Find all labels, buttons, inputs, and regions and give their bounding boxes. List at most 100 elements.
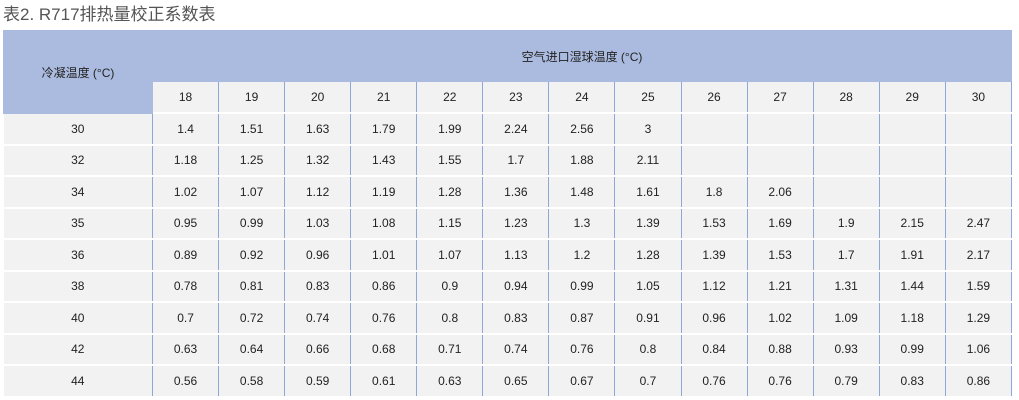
column-header: 18 bbox=[151, 80, 220, 114]
table-cell: 0.76 bbox=[680, 364, 748, 398]
table-cell: 0.66 bbox=[284, 332, 352, 366]
column-header: 21 bbox=[350, 80, 418, 114]
table-cell: 1.91 bbox=[878, 238, 946, 272]
column-header: 19 bbox=[218, 80, 286, 114]
table-cell: 1.28 bbox=[614, 238, 682, 272]
column-header: 22 bbox=[416, 80, 484, 114]
table-cell bbox=[878, 112, 946, 146]
table-cell: 1.19 bbox=[350, 175, 418, 209]
table-row: 35 0.95 0.99 1.03 1.08 1.15 1.23 1.3 1.39 1.53 1.6… bbox=[3, 206, 1013, 240]
table-cell bbox=[812, 143, 880, 177]
correction-factor-table: 冷凝温度 (°C) 空气进口湿球温度 (°C) 18 19 20 21 22 23 24 25… bbox=[3, 30, 1013, 398]
table-cell: 1.99 bbox=[416, 112, 484, 146]
table-cell: 1.31 bbox=[812, 269, 880, 303]
column-group-header: 空气进口湿球温度 (°C) bbox=[152, 30, 1012, 82]
table-cell: 1.18 bbox=[878, 301, 946, 335]
table-cell: 1.02 bbox=[151, 175, 220, 209]
table-cell: 0.78 bbox=[151, 269, 220, 303]
table-cell: 1.43 bbox=[350, 143, 418, 177]
table-cell: 1.05 bbox=[614, 269, 682, 303]
column-header: 30 bbox=[944, 80, 1013, 114]
table-cell: 0.71 bbox=[416, 332, 484, 366]
row-header: 冷凝温度 (°C) bbox=[3, 30, 153, 114]
table-cell: 2.24 bbox=[482, 112, 550, 146]
table-cell bbox=[746, 143, 814, 177]
table-cell: 0.95 bbox=[151, 206, 220, 240]
table-cell: 0.8 bbox=[614, 332, 682, 366]
table-cell: 2.56 bbox=[548, 112, 616, 146]
table-cell: 1.53 bbox=[680, 206, 748, 240]
row-label: 30 bbox=[3, 112, 153, 146]
table-cell: 1.09 bbox=[812, 301, 880, 335]
table-cell: 1.7 bbox=[482, 143, 550, 177]
table-row: 44 0.56 0.58 0.59 0.61 0.63 0.65 0.67 0.7 0.76 0.7… bbox=[3, 364, 1013, 398]
table-cell: 2.17 bbox=[944, 238, 1013, 272]
table-cell: 0.93 bbox=[812, 332, 880, 366]
table-cell: 0.79 bbox=[812, 364, 880, 398]
table-cell: 2.47 bbox=[944, 206, 1013, 240]
table-cell: 1.21 bbox=[746, 269, 814, 303]
table-cell: 0.61 bbox=[350, 364, 418, 398]
table-cell: 1.18 bbox=[151, 143, 220, 177]
table-cell: 0.87 bbox=[548, 301, 616, 335]
table-cell: 1.44 bbox=[878, 269, 946, 303]
table-cell: 0.74 bbox=[284, 301, 352, 335]
table-cell: 1.12 bbox=[680, 269, 748, 303]
table-cell bbox=[680, 112, 748, 146]
table-cell: 0.64 bbox=[218, 332, 286, 366]
table-cell: 0.56 bbox=[151, 364, 220, 398]
table-cell: 1.23 bbox=[482, 206, 550, 240]
table-cell: 0.63 bbox=[416, 364, 484, 398]
column-header: 23 bbox=[482, 80, 550, 114]
row-label: 35 bbox=[3, 206, 153, 240]
table-cell: 1.02 bbox=[746, 301, 814, 335]
table-cell: 1.07 bbox=[416, 238, 484, 272]
table-cell: 0.99 bbox=[218, 206, 286, 240]
table-cell: 2.06 bbox=[746, 175, 814, 209]
table-cell: 0.83 bbox=[878, 364, 946, 398]
column-header: 27 bbox=[746, 80, 814, 114]
table-cell: 1.51 bbox=[218, 112, 286, 146]
column-header: 25 bbox=[614, 80, 682, 114]
table-cell: 0.89 bbox=[151, 238, 220, 272]
table-cell: 0.92 bbox=[218, 238, 286, 272]
table-cell: 0.88 bbox=[746, 332, 814, 366]
table-cell: 0.94 bbox=[482, 269, 550, 303]
table-cell: 1.39 bbox=[614, 206, 682, 240]
table-cell: 0.76 bbox=[548, 332, 616, 366]
table-cell: 3 bbox=[614, 112, 682, 146]
table-cell bbox=[944, 112, 1013, 146]
table-cell: 1.4 bbox=[151, 112, 220, 146]
table-cell: 1.29 bbox=[944, 301, 1013, 335]
table-cell bbox=[746, 112, 814, 146]
table-cell: 0.76 bbox=[746, 364, 814, 398]
table-row: 38 0.78 0.81 0.83 0.86 0.9 0.94 0.99 1.05 1.12 1.2… bbox=[3, 269, 1013, 303]
table-row: 32 1.18 1.25 1.32 1.43 1.55 1.7 1.88 2.11 bbox=[3, 143, 1013, 177]
column-header: 29 bbox=[878, 80, 946, 114]
table-cell: 0.86 bbox=[944, 364, 1013, 398]
table-cell bbox=[878, 175, 946, 209]
table-cell: 0.96 bbox=[680, 301, 748, 335]
table-cell: 1.07 bbox=[218, 175, 286, 209]
table-cell: 0.58 bbox=[218, 364, 286, 398]
table-cell bbox=[812, 175, 880, 209]
row-label: 36 bbox=[3, 238, 153, 272]
table-cell: 0.67 bbox=[548, 364, 616, 398]
table-cell: 1.88 bbox=[548, 143, 616, 177]
table-cell: 0.65 bbox=[482, 364, 550, 398]
table-cell bbox=[878, 143, 946, 177]
row-label: 44 bbox=[3, 364, 153, 398]
table-cell: 2.15 bbox=[878, 206, 946, 240]
table-cell: 0.96 bbox=[284, 238, 352, 272]
table-cell: 1.25 bbox=[218, 143, 286, 177]
row-label: 42 bbox=[3, 332, 153, 366]
table-cell: 0.91 bbox=[614, 301, 682, 335]
table-row: 30 1.4 1.51 1.63 1.79 1.99 2.24 2.56 3 bbox=[3, 112, 1013, 146]
row-label: 40 bbox=[3, 301, 153, 335]
table-cell: 1.06 bbox=[944, 332, 1013, 366]
table-cell bbox=[944, 143, 1013, 177]
table-cell: 0.76 bbox=[350, 301, 418, 335]
row-label: 32 bbox=[3, 143, 153, 177]
table-row: 34 1.02 1.07 1.12 1.19 1.28 1.36 1.48 1.61 1.8 2.0… bbox=[3, 175, 1013, 209]
table-cell bbox=[812, 112, 880, 146]
